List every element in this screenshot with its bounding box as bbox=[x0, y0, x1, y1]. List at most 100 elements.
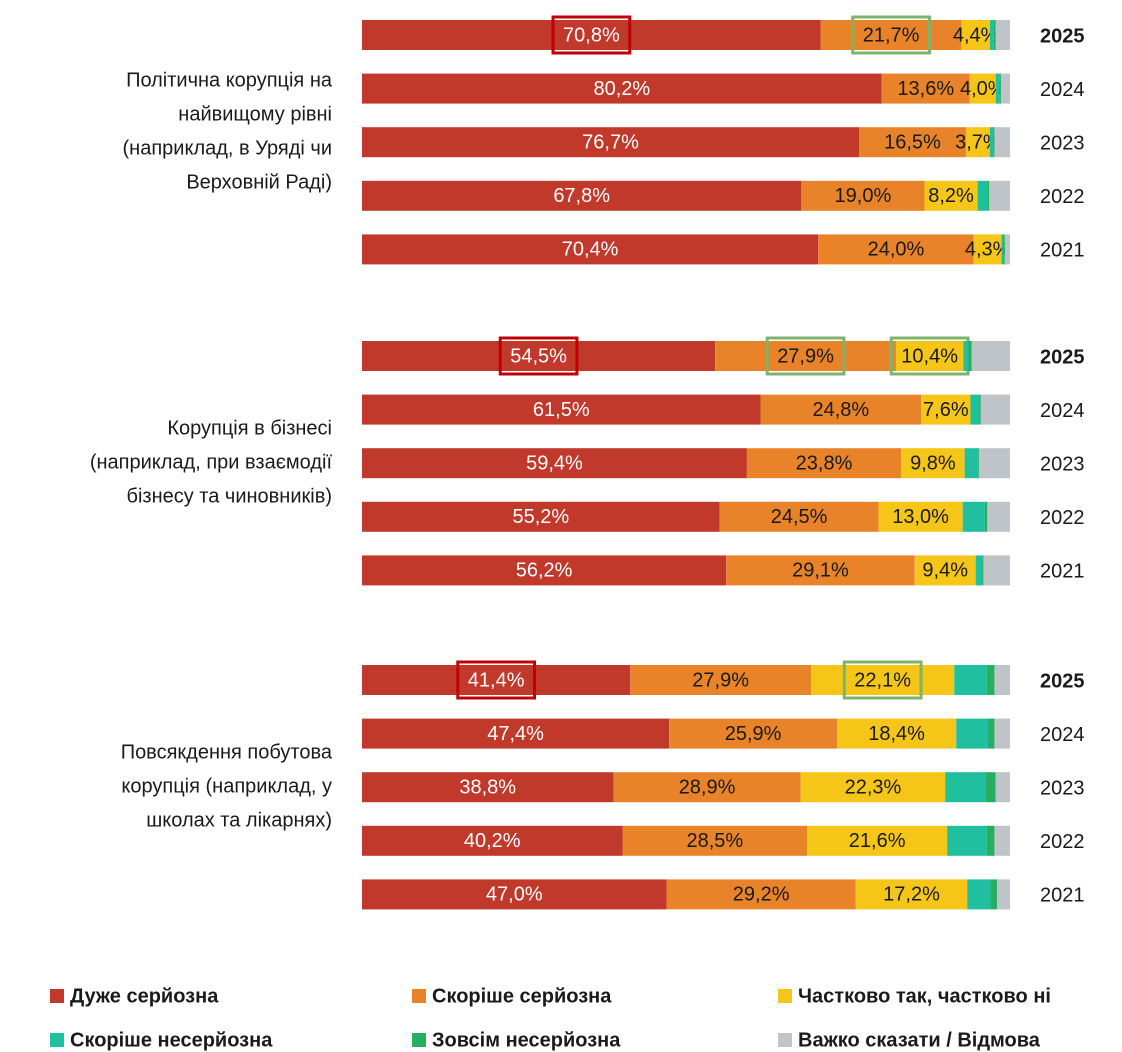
value-label: 80,2% bbox=[593, 78, 650, 100]
bar-segment bbox=[901, 448, 965, 479]
year-label: 2025 bbox=[1040, 670, 1085, 692]
value-label: 24,8% bbox=[813, 399, 870, 421]
year-label: 2021 bbox=[1040, 240, 1085, 262]
bar-segment bbox=[362, 555, 727, 586]
bar-segment bbox=[954, 665, 987, 695]
bar-segment bbox=[715, 341, 896, 371]
bar-segment bbox=[362, 879, 667, 910]
value-label: 7,6% bbox=[923, 399, 969, 421]
value-label: 10,4% bbox=[901, 345, 958, 367]
bar-segment bbox=[362, 20, 821, 50]
value-label: 59,4% bbox=[526, 452, 583, 474]
value-label: 13,0% bbox=[892, 506, 949, 528]
group-label: Політична корупція на bbox=[126, 69, 333, 91]
value-label: 16,5% bbox=[884, 131, 941, 153]
bar-segment bbox=[970, 394, 980, 425]
bar-segment bbox=[362, 73, 882, 104]
bar-segment bbox=[630, 665, 812, 695]
value-label: 23,8% bbox=[796, 452, 853, 474]
bar-segment bbox=[800, 772, 946, 803]
bar-segment bbox=[362, 127, 860, 158]
bar-segment bbox=[362, 718, 670, 749]
value-label: 18,4% bbox=[868, 723, 925, 745]
bar-segment bbox=[977, 448, 979, 479]
value-label: 28,5% bbox=[686, 830, 743, 852]
bar-segment bbox=[971, 341, 1010, 371]
bar-segment bbox=[807, 825, 948, 856]
bar-segment bbox=[978, 448, 1010, 479]
bar-segment bbox=[362, 825, 623, 856]
group-label: (наприклад, при взаємодії bbox=[90, 451, 333, 473]
bar-segment bbox=[760, 394, 922, 425]
bar-segment bbox=[994, 718, 1010, 749]
value-label: 29,2% bbox=[733, 884, 790, 906]
year-label: 2023 bbox=[1040, 453, 1085, 475]
group-label: Повсякдення побутова bbox=[121, 741, 333, 763]
year-label: 2021 bbox=[1040, 885, 1085, 907]
bar-segment bbox=[947, 825, 987, 856]
year-label: 2024 bbox=[1040, 400, 1085, 422]
bar-segment bbox=[362, 448, 747, 479]
legend-swatch bbox=[412, 1033, 426, 1047]
highlight-box bbox=[456, 660, 536, 700]
highlight-box bbox=[842, 660, 923, 700]
legend-label: Дуже серйозна bbox=[70, 985, 219, 1007]
value-label: 70,8% bbox=[563, 24, 620, 46]
bar-segment bbox=[962, 501, 985, 532]
value-label: 76,7% bbox=[582, 131, 639, 153]
bar-segment bbox=[990, 879, 998, 910]
legend-label: Зовсім несерйозна bbox=[432, 1029, 621, 1051]
bar-segment bbox=[820, 20, 962, 50]
bar-segment bbox=[878, 501, 963, 532]
value-label: 22,1% bbox=[854, 669, 911, 691]
year-label: 2023 bbox=[1040, 777, 1085, 799]
group-label: Корупція в бізнесі bbox=[167, 417, 332, 439]
bar-segment bbox=[961, 20, 990, 50]
year-label: 2025 bbox=[1040, 25, 1085, 47]
legend-swatch bbox=[778, 989, 792, 1003]
bar-segment bbox=[999, 73, 1001, 104]
bar-segment bbox=[995, 20, 1010, 50]
value-label: 28,9% bbox=[679, 776, 736, 798]
bar-segment bbox=[994, 127, 1010, 158]
bar-segment bbox=[1001, 234, 1004, 265]
bar-segment bbox=[994, 825, 1010, 856]
bar-segment bbox=[968, 341, 972, 371]
bar-segment bbox=[1003, 234, 1005, 265]
legend-swatch bbox=[50, 989, 64, 1003]
bar-segment bbox=[989, 180, 1010, 211]
bar-segment bbox=[995, 73, 1000, 104]
value-label: 47,0% bbox=[486, 884, 543, 906]
legend-swatch bbox=[778, 1033, 792, 1047]
year-label: 2024 bbox=[1040, 724, 1085, 746]
legend-swatch bbox=[50, 1033, 64, 1047]
bar-segment bbox=[622, 825, 808, 856]
bar-segment bbox=[719, 501, 879, 532]
bar-segment bbox=[993, 127, 995, 158]
value-label: 40,2% bbox=[464, 830, 521, 852]
value-label: 21,7% bbox=[863, 24, 920, 46]
group-label: найвищому рівні bbox=[178, 103, 332, 125]
group-label: бізнесу та чиновників) bbox=[127, 485, 333, 507]
value-label: 22,3% bbox=[845, 776, 902, 798]
value-label: 24,5% bbox=[771, 506, 828, 528]
bar-segment bbox=[362, 394, 761, 425]
bar-segment bbox=[963, 341, 969, 371]
value-label: 61,5% bbox=[533, 399, 590, 421]
value-label: 27,9% bbox=[692, 669, 749, 691]
bar-segment bbox=[973, 234, 1002, 265]
legend-label: Частково так, частково ні bbox=[798, 985, 1051, 1007]
value-label: 55,2% bbox=[512, 506, 569, 528]
bar-segment bbox=[994, 665, 1010, 695]
bar-segment bbox=[945, 772, 986, 803]
bar-segment bbox=[989, 20, 994, 50]
bar-segment bbox=[989, 127, 994, 158]
bar-segment bbox=[979, 394, 981, 425]
bar-segment bbox=[855, 879, 968, 910]
value-label: 54,5% bbox=[510, 345, 567, 367]
group-label: корупція (наприклад, у bbox=[121, 775, 332, 797]
value-label: 67,8% bbox=[553, 185, 610, 207]
bar-segment bbox=[613, 772, 801, 803]
value-label: 29,1% bbox=[792, 560, 849, 582]
bar-segment bbox=[362, 665, 631, 695]
